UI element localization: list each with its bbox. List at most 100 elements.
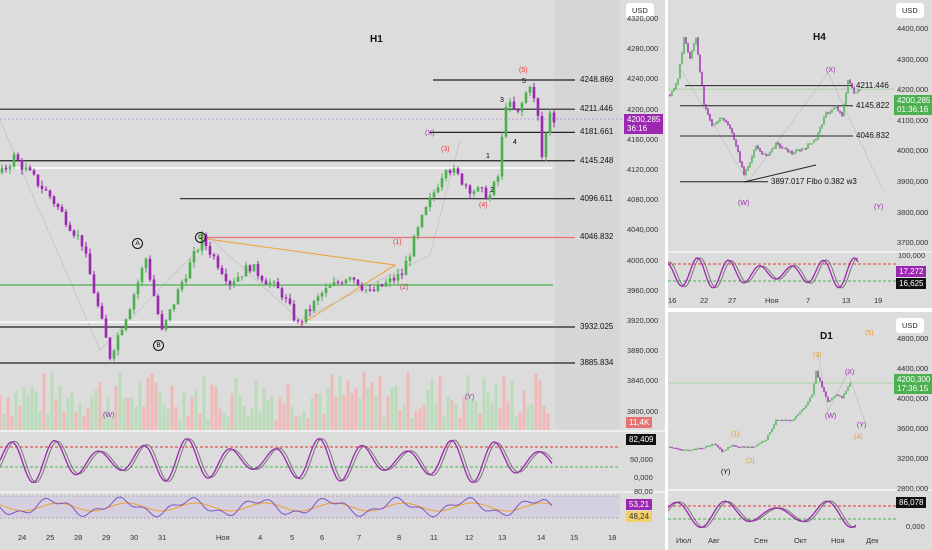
volume-bar <box>322 413 326 430</box>
candle <box>204 234 208 246</box>
candle <box>779 144 781 148</box>
candle <box>504 106 508 137</box>
h4-chart[interactable] <box>668 0 932 308</box>
date-label: 6 <box>320 533 325 542</box>
h4-chart-panel[interactable]: H4 USD 4400,000 4300,000 4200,000 4100,000 4… <box>668 0 932 308</box>
volume-bar <box>346 380 350 430</box>
candle <box>256 264 260 277</box>
candle <box>831 398 833 401</box>
volume-bar <box>362 371 366 430</box>
candle <box>44 189 48 191</box>
volume-bar <box>110 417 114 430</box>
volume-bar <box>218 408 222 430</box>
candle <box>216 256 220 268</box>
candle <box>448 170 452 173</box>
candle <box>224 274 228 282</box>
candle <box>152 279 156 296</box>
volume-bar <box>438 375 442 430</box>
last-price: 4200,285 <box>897 96 931 105</box>
candle <box>811 142 813 144</box>
candle <box>747 446 749 448</box>
candle <box>677 78 679 84</box>
h1-chart-panel[interactable]: H1 USD 4320,000 4280,000 4240,000 4200,000 4… <box>0 0 665 550</box>
volume-bar <box>78 402 82 430</box>
volume-bar <box>502 375 506 430</box>
volume-bar <box>42 373 46 430</box>
candle <box>811 394 813 398</box>
candle <box>36 174 40 186</box>
wave-label: (5) <box>519 67 528 74</box>
volume-bar <box>450 399 454 430</box>
candle <box>364 289 368 291</box>
d1-chart-panel[interactable]: D1 USD 4800,000 4400,000 4000,000 3600,000 3… <box>668 312 932 550</box>
volume-bar <box>414 410 418 430</box>
wave-label: (2) <box>746 458 755 465</box>
wave-path <box>817 353 866 423</box>
volume-bar <box>306 418 310 430</box>
candle <box>544 132 548 158</box>
d1-chart[interactable] <box>668 312 932 550</box>
candle <box>673 88 675 92</box>
candle <box>268 282 272 285</box>
countdown: 01:36:16 <box>897 105 929 114</box>
candle <box>721 449 723 452</box>
candle <box>699 448 701 450</box>
volume-bar <box>466 374 470 430</box>
candle <box>108 337 112 359</box>
candle <box>769 432 771 435</box>
volume-bar <box>34 391 38 430</box>
stoch-axis-label: 0,000 <box>634 473 653 482</box>
candle <box>745 170 747 175</box>
candle <box>148 258 152 280</box>
candle <box>767 434 769 440</box>
h4-stoch-signal-badge: 16,625 <box>896 278 927 289</box>
candle <box>512 101 516 109</box>
volume-bar <box>510 379 514 430</box>
candle <box>843 104 845 116</box>
candle <box>100 305 104 319</box>
volume-bar <box>418 408 422 430</box>
candle <box>516 108 520 112</box>
volume-bar <box>74 412 78 430</box>
volume-bar <box>286 384 290 430</box>
volume-bar <box>246 416 250 430</box>
candle <box>729 446 731 448</box>
candle <box>815 138 817 141</box>
wave-label: (5) <box>865 330 874 337</box>
candle <box>831 109 833 112</box>
volume-bar <box>162 403 166 430</box>
volume-bar <box>490 402 494 430</box>
candle <box>56 203 60 207</box>
candle <box>739 446 741 448</box>
candle <box>719 118 721 121</box>
h1-currency-button[interactable]: USD <box>626 3 654 18</box>
candle <box>8 166 12 170</box>
volume-bar <box>70 392 74 430</box>
volume-bar <box>134 406 138 430</box>
candle <box>725 449 727 451</box>
volume-bar <box>458 416 462 430</box>
candle <box>679 448 681 450</box>
volume-bar <box>378 375 382 430</box>
d1-currency-button[interactable]: USD <box>896 318 924 333</box>
candle <box>472 191 476 194</box>
volume-bar <box>198 413 202 430</box>
h1-chart[interactable] <box>0 0 665 550</box>
candle <box>775 142 777 148</box>
candle <box>671 447 673 449</box>
candle <box>691 449 693 451</box>
wave-path <box>677 64 884 191</box>
candle <box>769 151 771 156</box>
candle <box>749 162 751 167</box>
candle <box>807 401 809 406</box>
level-label: 4145.822 <box>856 100 890 110</box>
volume-bar <box>102 413 106 430</box>
h4-currency-button[interactable]: USD <box>896 3 924 18</box>
candle <box>711 444 713 446</box>
volume-bar <box>98 382 102 430</box>
volume-bar <box>106 397 110 430</box>
candle <box>699 54 701 73</box>
volume-bar <box>66 397 70 430</box>
candle <box>128 309 132 320</box>
candle <box>829 111 831 114</box>
